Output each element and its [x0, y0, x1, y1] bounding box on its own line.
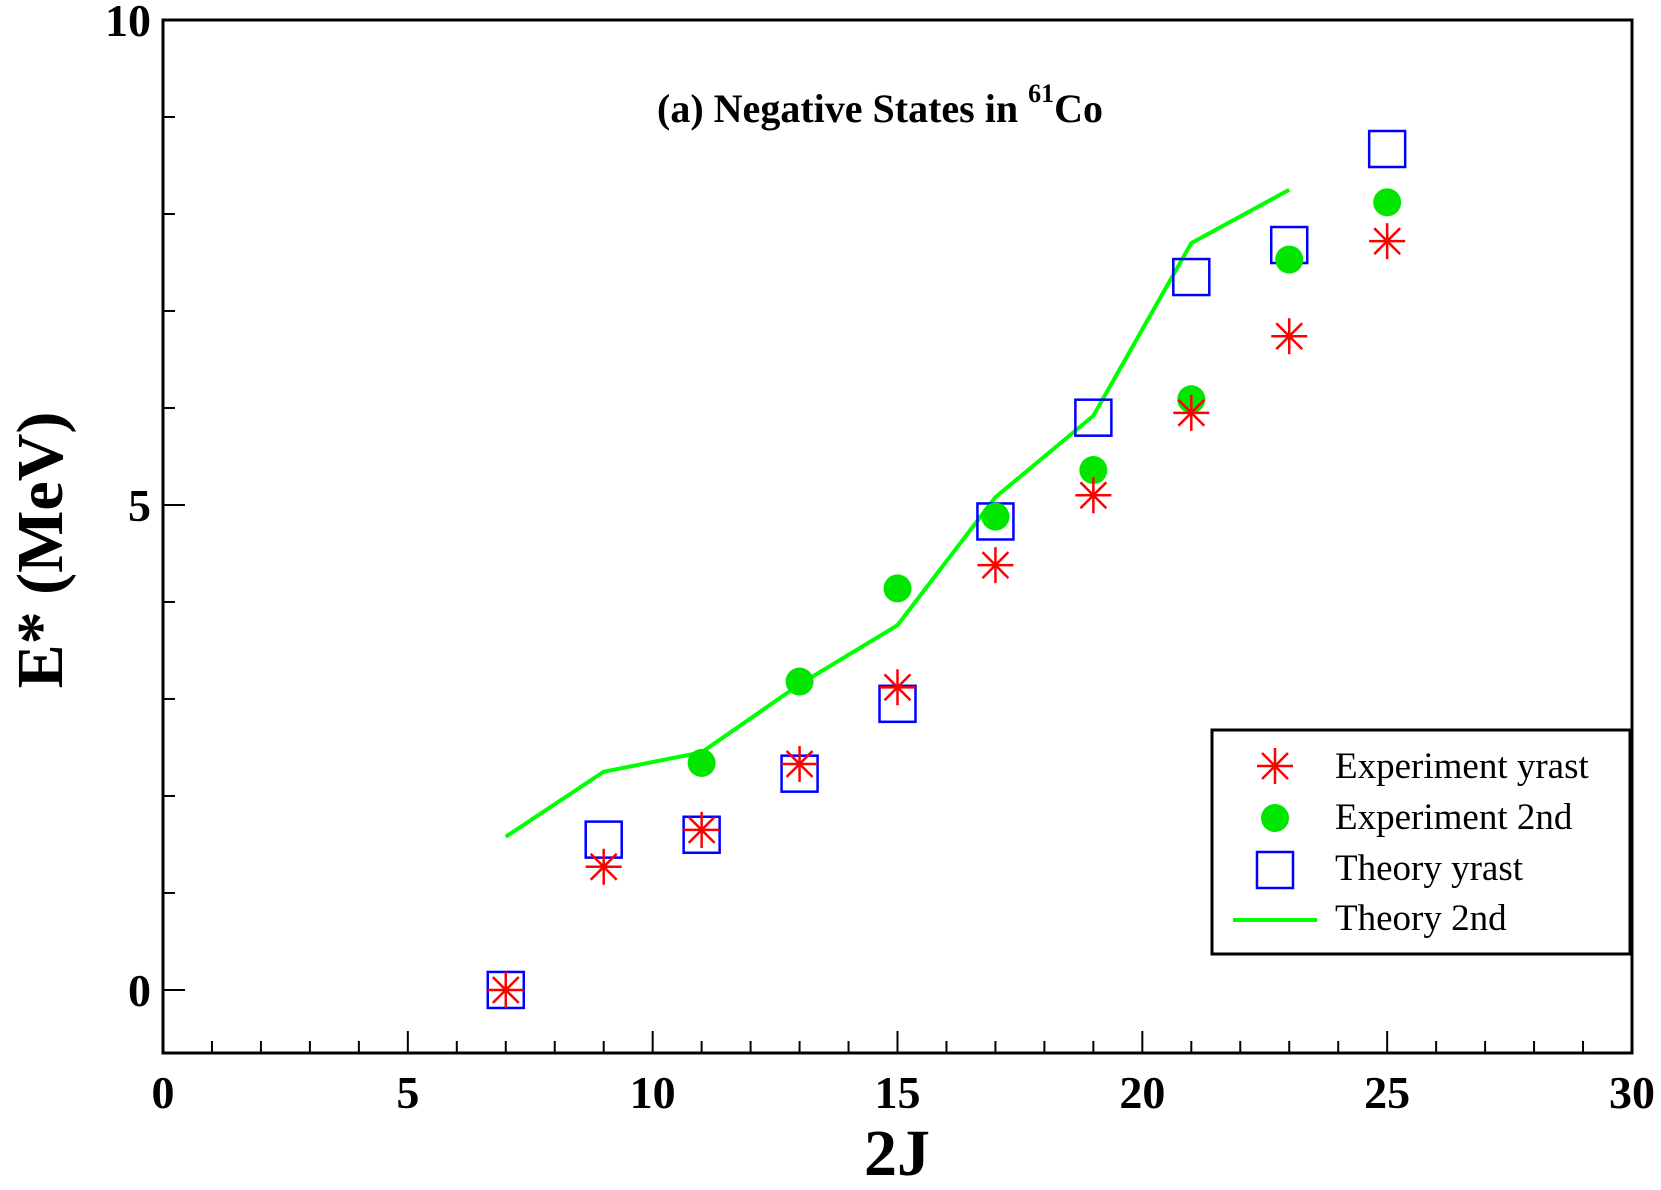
point-experiment-2nd [1373, 188, 1402, 217]
y-tick-label: 5 [128, 480, 151, 531]
legend-marker-experiment-2nd [1261, 804, 1289, 832]
legend-label-theory-yrast: Theory yrast [1335, 848, 1524, 889]
point-theory-yrast [1367, 129, 1407, 169]
x-axis-title: 2J [864, 1117, 930, 1190]
point-experiment-yrast [1369, 223, 1406, 260]
y-tick-label: 10 [105, 0, 151, 46]
axis-ticks [162, 19, 1633, 1053]
x-tick-label: 20 [1119, 1067, 1165, 1118]
point-theory-yrast [1172, 257, 1211, 297]
legend-marker-experiment-yrast [1257, 748, 1293, 784]
x-tick-label: 30 [1609, 1067, 1655, 1118]
x-tick-label: 10 [630, 1067, 676, 1118]
x-tick-label: 15 [875, 1067, 921, 1118]
legend-box [1210, 728, 1632, 956]
point-experiment-yrast [1173, 394, 1210, 431]
point-experiment-yrast [585, 848, 622, 885]
point-experiment-yrast [1075, 477, 1112, 514]
x-tick-label: 0 [152, 1067, 175, 1118]
point-theory-yrast [1074, 398, 1113, 437]
point-experiment-yrast [781, 745, 818, 782]
series-experiment-yrast [487, 223, 1406, 1008]
x-tick-label: 25 [1364, 1067, 1410, 1118]
y-axis-title: E* (MeV) [4, 412, 77, 689]
legend: Experiment yrast Experiment 2nd Theory y… [1210, 728, 1632, 956]
chart-title-superscript: 61 [1028, 79, 1054, 108]
series-line-theory-2nd [504, 187, 1291, 839]
x-tick-label: 5 [396, 1067, 419, 1118]
point-experiment-yrast [683, 811, 720, 848]
chart-title-suffix: Co [1054, 86, 1103, 131]
point-experiment-2nd [785, 667, 814, 696]
point-experiment-yrast [1271, 318, 1308, 355]
point-experiment-2nd [981, 502, 1010, 531]
legend-marker-theory-yrast [1255, 850, 1295, 890]
axis-tick-labels: 0 5 10 15 20 25 30 0 5 10 [105, 0, 1655, 1118]
legend-markers [1233, 748, 1317, 922]
point-experiment-2nd [1275, 245, 1304, 274]
point-experiment-yrast [487, 971, 524, 1008]
point-experiment-2nd [687, 748, 716, 777]
series-experiment-2nd [687, 188, 1402, 777]
point-experiment-yrast [977, 547, 1014, 584]
point-experiment-2nd [1079, 456, 1108, 485]
legend-label-theory-2nd: Theory 2nd [1335, 898, 1507, 939]
chart-title: (a) Negative States in 61Co [657, 79, 1103, 131]
legend-label-experiment-yrast: Experiment yrast [1335, 746, 1589, 787]
chart-title-main: (a) Negative States in [657, 86, 1028, 131]
y-tick-label: 0 [128, 965, 151, 1016]
point-experiment-2nd [883, 574, 912, 603]
point-experiment-yrast [879, 669, 916, 706]
legend-label-experiment-2nd: Experiment 2nd [1335, 797, 1573, 838]
series-layer [486, 129, 1407, 1010]
